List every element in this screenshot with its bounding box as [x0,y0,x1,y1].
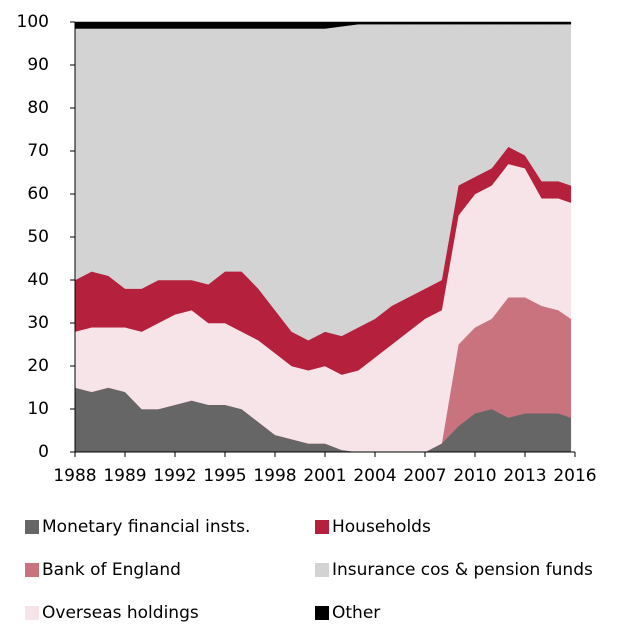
x-tick-label: 1988 [53,466,96,486]
x-tick-label: 1998 [253,466,296,486]
legend-swatch [315,606,329,620]
y-tick-label: 70 [27,141,49,161]
y-tick-label: 50 [27,227,49,247]
legend-swatch [25,563,39,577]
y-tick-label: 20 [27,356,49,376]
y-tick-label: 80 [27,98,49,118]
x-tick-label: 2016 [553,466,596,486]
x-tick-label: 1989 [103,466,146,486]
y-tick-label: 0 [38,442,49,462]
legend-label: Insurance cos & pension funds [332,560,593,580]
legend-label: Households [332,517,431,537]
x-tick-label: 2010 [453,466,496,486]
legend-label: Overseas holdings [42,603,199,623]
y-tick-label: 90 [27,55,49,75]
legend-label: Bank of England [42,560,181,580]
x-tick-label: 2013 [503,466,546,486]
legend-label: Other [332,603,380,623]
x-tick-label: 1992 [153,466,196,486]
legend-swatch [315,520,329,534]
legend-swatch [315,563,329,577]
legend-label: Monetary financial insts. [42,517,250,537]
y-tick-label: 100 [17,12,49,32]
y-tick-label: 10 [27,399,49,419]
area [74,21,572,29]
legend-swatch [25,606,39,620]
x-tick-label: 2004 [353,466,396,486]
x-tick-label: 2001 [303,466,346,486]
y-tick-label: 60 [27,184,49,204]
y-tick-label: 40 [27,270,49,290]
legend-swatch [25,520,39,534]
y-tick-label: 30 [27,313,49,333]
x-tick-label: 1995 [203,466,246,486]
x-tick-label: 2007 [403,466,446,486]
